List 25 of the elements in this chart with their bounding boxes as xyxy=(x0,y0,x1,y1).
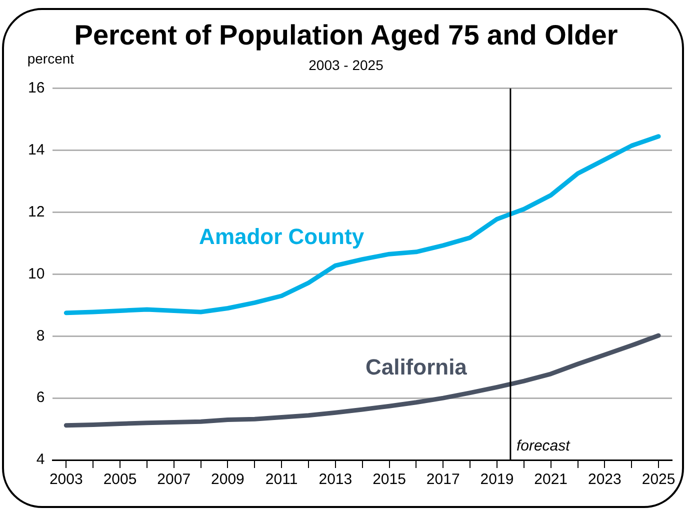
x-tick-label: 2009 xyxy=(211,471,244,488)
x-tick-label: 2019 xyxy=(480,471,514,488)
x-tick-label: 2007 xyxy=(157,471,191,488)
x-tick-label: 2025 xyxy=(642,471,676,488)
x-tick-label: 2005 xyxy=(103,471,137,488)
y-axis-title: percent xyxy=(27,50,74,66)
y-tick-label: 10 xyxy=(28,265,45,282)
chart-subtitle: 2003 - 2025 xyxy=(308,56,384,73)
y-tick-label: 8 xyxy=(36,327,45,344)
x-tick-label: 2003 xyxy=(49,471,83,488)
y-tick-label: 16 xyxy=(28,80,45,97)
series-label: Amador County xyxy=(199,224,365,249)
x-tick-label: 2013 xyxy=(318,471,352,488)
chart-title: Percent of Population Aged 75 and Older xyxy=(74,20,618,51)
x-tick-label: 2015 xyxy=(372,471,406,488)
x-tick-label: 2023 xyxy=(588,471,622,488)
x-tick-label: 2017 xyxy=(426,471,460,488)
series-label: California xyxy=(365,354,468,380)
y-tick-label: 6 xyxy=(36,389,45,406)
y-tick-label: 14 xyxy=(28,141,45,158)
y-tick-label: 4 xyxy=(36,451,45,468)
ref-line-label: forecast xyxy=(516,438,571,455)
y-tick-label: 12 xyxy=(28,203,45,220)
x-tick-label: 2011 xyxy=(265,471,298,488)
x-tick-label: 2021 xyxy=(534,471,568,488)
